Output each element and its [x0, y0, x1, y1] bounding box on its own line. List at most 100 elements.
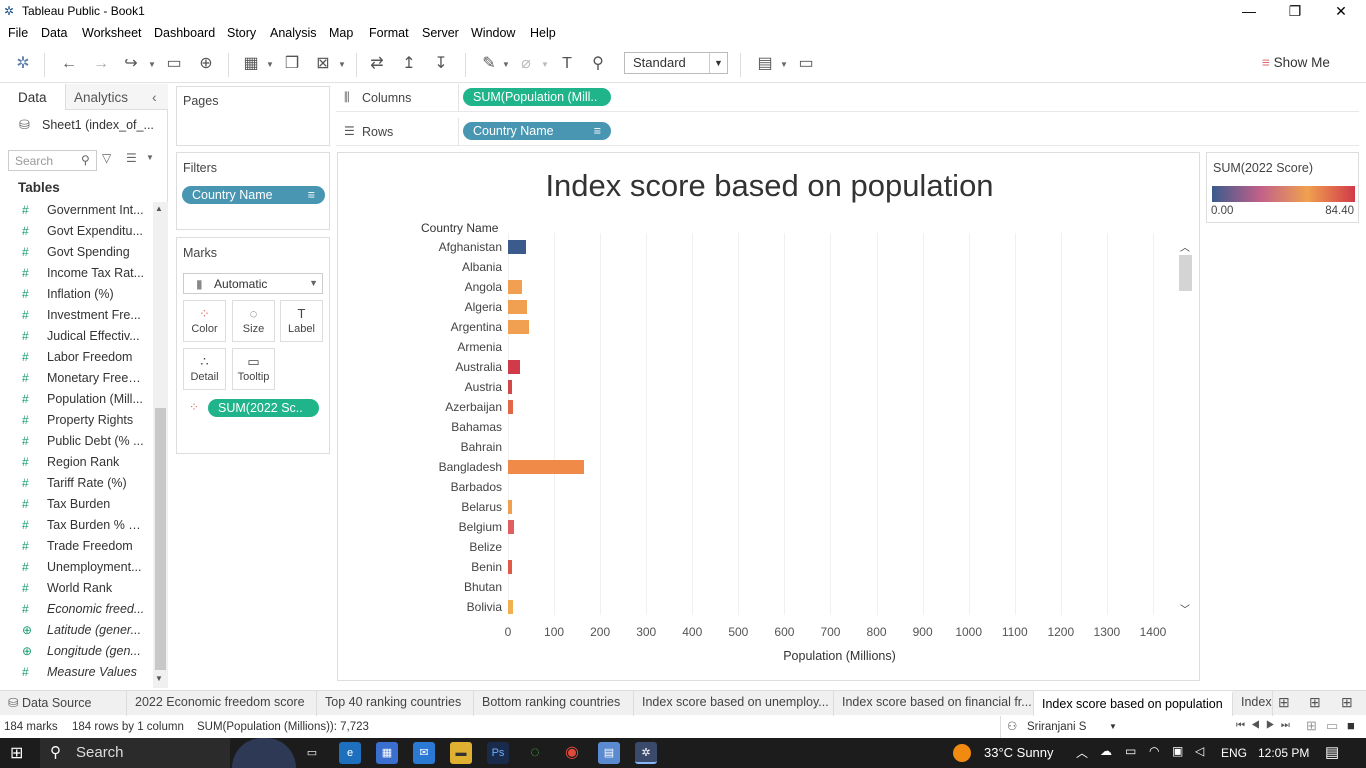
filters-card[interactable]: Filters Country Name ≡ [176, 152, 330, 230]
bar[interactable] [508, 300, 528, 314]
category-label[interactable]: Algeria [464, 300, 502, 314]
restore-button[interactable]: ❐ [1288, 3, 1302, 19]
menu-help[interactable]: Help [530, 26, 556, 40]
windows-start-icon[interactable]: ⊞ [10, 745, 24, 762]
viz-scrollbar[interactable]: ︿ ﹀ [1178, 239, 1193, 616]
new-story-icon[interactable]: ⊞ [1341, 694, 1353, 710]
sort-ascending-icon[interactable]: ↥ [402, 55, 416, 72]
field-item[interactable]: # Government Int... [0, 200, 150, 221]
clock[interactable]: 12:05 PM [1258, 746, 1310, 760]
columns-shelf[interactable]: ⫼ Columns SUM(Population (Mill.. [336, 84, 1359, 112]
pages-card[interactable]: Pages [176, 86, 330, 146]
field-item[interactable]: # Economic freed... [0, 599, 150, 620]
save-icon[interactable]: ▭ [166, 55, 182, 72]
swap-rows-columns-icon[interactable]: ⇄ [370, 55, 384, 72]
filter-pill-country-name[interactable]: Country Name ≡ [182, 186, 325, 204]
tab-population[interactable]: Index score based on population [1034, 691, 1233, 716]
menu-data[interactable]: Data [41, 26, 68, 40]
new-dashboard-icon[interactable]: ⊞ [1309, 694, 1321, 710]
fix-axes-icon[interactable]: ⚲ [592, 55, 604, 72]
search-input[interactable]: Search ⚲ [8, 150, 97, 171]
user-menu[interactable]: ⚇ Sriranjani S ▼ [1000, 716, 1130, 738]
label-button[interactable]: T Label [280, 300, 323, 342]
edge-icon[interactable]: e [339, 742, 361, 764]
scroll-down-icon[interactable]: ﹀ [1180, 605, 1190, 616]
highlight-icon[interactable]: ✎ [482, 55, 496, 72]
volume-icon[interactable]: ◁ [1195, 744, 1205, 758]
field-item[interactable]: # World Rank [0, 578, 150, 599]
tab-index[interactable]: Index [1233, 691, 1273, 716]
color-button[interactable]: ⁘ Color [183, 300, 226, 342]
menu-server[interactable]: Server [422, 26, 459, 40]
scroll-up-icon[interactable]: ▲ [155, 204, 163, 213]
close-button[interactable]: ✕ [1335, 3, 1347, 19]
marks-pill-2022-score[interactable]: SUM(2022 Sc.. [208, 399, 319, 417]
field-item[interactable]: # Judical Effectiv... [0, 326, 150, 347]
scroll-thumb[interactable] [1179, 255, 1192, 291]
field-item[interactable]: # Labor Freedom [0, 347, 150, 368]
show-cards-icon[interactable]: ▤ [757, 55, 773, 72]
scroll-up-icon[interactable]: ︿ [1180, 243, 1190, 254]
field-item[interactable]: # Region Rank [0, 452, 150, 473]
category-label[interactable]: Belarus [461, 500, 502, 514]
rows-pill-country-name[interactable]: Country Name ≡ [463, 122, 611, 140]
bar[interactable] [508, 280, 522, 294]
menu-analysis[interactable]: Analysis [270, 26, 317, 40]
field-item[interactable]: # Tax Burden % o... [0, 515, 150, 536]
category-label[interactable]: Austria [464, 380, 502, 394]
chevron-down-icon[interactable]: ▼ [148, 60, 156, 69]
show-me-button[interactable]: ≡ Show Me [1262, 55, 1330, 70]
category-label[interactable]: Argentina [450, 320, 502, 334]
undo-icon[interactable]: ← [61, 55, 77, 72]
tableau-taskbar-icon[interactable]: ✲ [635, 742, 657, 764]
category-label[interactable]: Bhutan [463, 580, 502, 594]
fit-dropdown[interactable]: Standard ▼ [624, 52, 728, 74]
chevron-down-icon[interactable]: ▼ [266, 60, 274, 69]
language-indicator[interactable]: ENG [1221, 746, 1248, 760]
chrome-icon[interactable]: ◉ [565, 744, 579, 761]
menu-file[interactable]: File [8, 26, 29, 40]
category-label[interactable]: Azerbaijan [445, 400, 502, 414]
menu-format[interactable]: Format [369, 26, 409, 40]
tab-unemployment[interactable]: Index score based on unemploy... [634, 691, 834, 716]
show-mark-labels-icon[interactable]: T [562, 55, 572, 72]
menu-window[interactable]: Window [471, 26, 516, 40]
photoshop-icon[interactable]: Ps [487, 742, 509, 764]
clear-sheet-icon[interactable]: ⊠ [316, 55, 330, 72]
field-item[interactable]: # Inflation (%) [0, 284, 150, 305]
bar[interactable] [508, 240, 526, 254]
chevron-down-icon[interactable]: ▼ [146, 153, 154, 162]
field-item[interactable]: # Investment Fre... [0, 305, 150, 326]
minimize-button[interactable]: — [1242, 3, 1256, 19]
taskbar-search[interactable]: ⚲ Search [40, 738, 230, 768]
network-icon[interactable]: ☁ [1100, 744, 1112, 758]
chevron-down-icon[interactable]: ▼ [338, 60, 346, 69]
category-label[interactable]: Bahamas [451, 420, 502, 434]
file-explorer-icon[interactable]: ▬ [450, 742, 472, 764]
bar[interactable] [508, 460, 584, 474]
field-list-scrollbar[interactable]: ▲ ▼ [153, 202, 168, 688]
tab-data-source[interactable]: ⛁ Data Source [0, 691, 127, 716]
field-item[interactable]: # Measure Values [0, 662, 150, 683]
color-legend[interactable]: SUM(2022 Score) 0.00 84.40 [1206, 152, 1359, 223]
category-label[interactable]: Belgium [458, 520, 502, 534]
field-item[interactable]: # Tax Burden [0, 494, 150, 515]
field-item[interactable]: # Tariff Rate (%) [0, 473, 150, 494]
sort-descending-icon[interactable]: ↧ [434, 55, 448, 72]
tableau-home-icon[interactable]: ✲ [16, 55, 30, 72]
refresh-app-icon[interactable]: ◌ [530, 744, 540, 761]
field-item[interactable]: # Govt Spending [0, 242, 150, 263]
sheet-sorter-icon[interactable]: ⊞ [1306, 718, 1317, 733]
size-button[interactable]: ◌ Size [232, 300, 275, 342]
presentation-mode-icon[interactable]: ▭ [798, 55, 814, 72]
tab-economic-freedom[interactable]: 2022 Economic freedom score [127, 691, 317, 716]
category-label[interactable]: Albania [461, 260, 502, 274]
tooltip-button[interactable]: ▭ Tooltip [232, 348, 275, 390]
bar[interactable] [508, 600, 513, 614]
tab-data[interactable]: Data [18, 90, 47, 105]
battery-icon[interactable]: ▭ [1125, 744, 1137, 758]
category-label[interactable]: Barbados [450, 480, 502, 494]
field-item[interactable]: # Unemployment... [0, 557, 150, 578]
category-label[interactable]: Afghanistan [438, 240, 502, 254]
field-item[interactable]: # Trade Freedom [0, 536, 150, 557]
